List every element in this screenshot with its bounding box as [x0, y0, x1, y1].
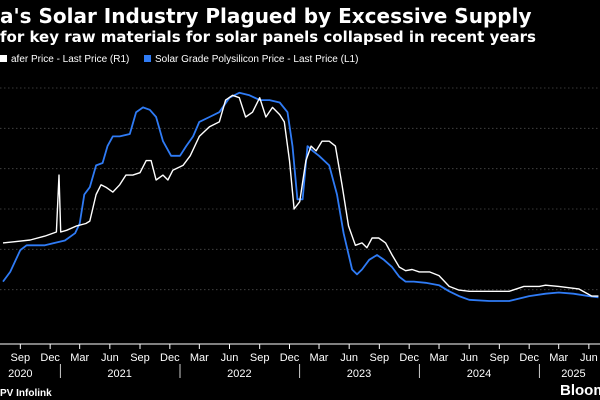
x-tick-label: Mar	[310, 352, 329, 364]
x-tick-label: Sep	[130, 352, 150, 364]
chart-title: a's Solar Industry Plagued by Excessive …	[0, 4, 532, 28]
x-year-label: 2025	[561, 368, 585, 380]
series-line-wafer	[2, 94, 599, 297]
x-year-label: 2024	[467, 368, 491, 380]
x-tick-label: Dec	[399, 352, 419, 364]
brand-logo: Bloom	[560, 382, 600, 399]
x-tick-label: Jun	[101, 352, 119, 364]
legend-swatch-polysilicon	[144, 55, 151, 62]
x-tick-label: Jun	[221, 352, 239, 364]
legend-item-polysilicon: Solar Grade Polysilicon Price - Last Pri…	[144, 54, 358, 66]
legend-item-wafer: afer Price - Last Price (R1)	[0, 54, 129, 66]
x-year-label: 2021	[107, 368, 131, 380]
x-tick-label: Jun	[340, 352, 358, 364]
x-tick-label: Sep	[370, 352, 390, 364]
x-year-label: 2022	[227, 368, 251, 380]
x-year-label: 2020	[8, 368, 32, 380]
x-tick-label: Mar	[190, 352, 209, 364]
legend-swatch-wafer	[0, 55, 7, 62]
series-lines	[2, 91, 599, 302]
x-tick-label: Sep	[11, 352, 31, 364]
x-tick-label: Dec	[280, 352, 300, 364]
legend-label-polysilicon: Solar Grade Polysilicon Price - Last Pri…	[155, 54, 359, 65]
legend-label-wafer: afer Price - Last Price (R1)	[11, 54, 130, 65]
source-note: PV Infolink	[0, 388, 52, 399]
x-tick-label: Mar	[549, 352, 568, 364]
x-tick-label: Dec	[40, 352, 60, 364]
x-year-label: 2023	[347, 368, 371, 380]
x-tick-label: Jun	[580, 352, 598, 364]
x-tick-label: Dec	[160, 352, 180, 364]
chart-legend: afer Price - Last Price (R1) Solar Grade…	[0, 54, 600, 68]
x-tick-label: Sep	[250, 352, 270, 364]
x-tick-label: Jun	[460, 352, 478, 364]
chart-subtitle: for key raw materials for solar panels c…	[0, 28, 536, 46]
x-tick-label: Sep	[490, 352, 510, 364]
x-tick-label: Mar	[430, 352, 449, 364]
x-tick-label: Mar	[70, 352, 89, 364]
x-axis: Sep Dec Mar Jun Sep Dec Mar Jun Sep Dec Mar Jun Sep D…	[0, 343, 600, 380]
grid-lines	[0, 87, 600, 291]
series-line-polysilicon	[2, 91, 599, 302]
x-tick-label: Dec	[519, 352, 539, 364]
